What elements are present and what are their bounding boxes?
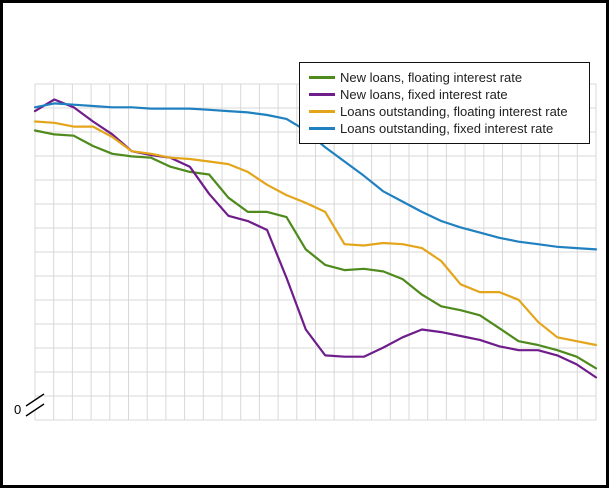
legend-label: New loans, floating interest rate [340,70,523,85]
legend-label: Loans outstanding, floating interest rat… [340,104,568,119]
legend-item-loans-outstanding-fixed[interactable]: Loans outstanding, fixed interest rate [309,120,580,137]
legend-label: New loans, fixed interest rate [340,87,508,102]
legend-swatch [309,76,335,79]
legend: New loans, floating interest rate New lo… [299,62,590,144]
legend-swatch [309,110,335,113]
chart-plot-area [25,83,598,421]
legend-swatch [309,93,335,96]
legend-item-loans-outstanding-floating[interactable]: Loans outstanding, floating interest rat… [309,103,580,120]
legend-label: Loans outstanding, fixed interest rate [340,121,554,136]
legend-swatch [309,127,335,130]
y-axis-zero-label: 0 [11,402,25,417]
legend-item-new-loans-floating[interactable]: New loans, floating interest rate [309,69,580,86]
legend-item-new-loans-fixed[interactable]: New loans, fixed interest rate [309,86,580,103]
